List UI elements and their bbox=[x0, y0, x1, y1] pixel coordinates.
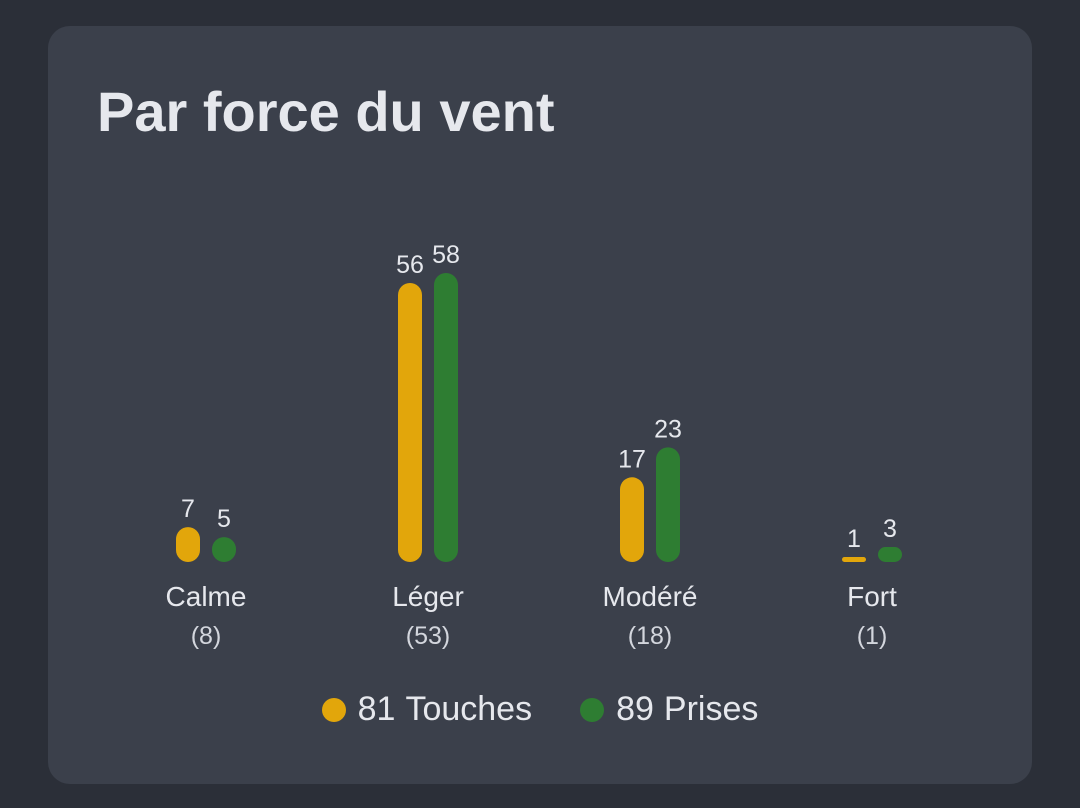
category-count-3: (1) bbox=[857, 622, 888, 650]
chart-card: Par force du vent 7 5 Calme (8) 56 58 Léger (53… bbox=[48, 26, 1032, 784]
bar-touches-3[interactable] bbox=[842, 557, 866, 562]
data-label-touches-0: 7 bbox=[181, 495, 195, 523]
legend-label-prises: Prises bbox=[663, 690, 759, 728]
data-label-prises-2: 23 bbox=[654, 415, 682, 443]
data-label-prises-1: 58 bbox=[432, 241, 460, 269]
legend-item-touches[interactable]: 81 Touches bbox=[321, 690, 533, 729]
data-label-touches-1: 56 bbox=[396, 251, 424, 279]
legend-dot-touches bbox=[321, 697, 346, 722]
legend-dot-prises bbox=[580, 697, 605, 722]
data-label-prises-3: 3 bbox=[883, 515, 897, 543]
chart-legend: 81 Touches 89 Prises bbox=[48, 690, 1032, 729]
legend-item-prises[interactable]: 89 Prises bbox=[580, 690, 758, 729]
category-label-1: Léger bbox=[392, 581, 464, 612]
bar-prises-3[interactable] bbox=[878, 547, 902, 562]
legend-label-touches: Touches bbox=[405, 690, 533, 728]
category-count-2: (18) bbox=[628, 622, 672, 650]
data-label-touches-2: 17 bbox=[618, 445, 646, 473]
legend-count-prises: 89 bbox=[616, 690, 654, 728]
data-label-prises-0: 5 bbox=[217, 505, 231, 533]
category-label-0: Calme bbox=[166, 581, 247, 612]
category-count-0: (8) bbox=[191, 622, 222, 650]
legend-count-touches: 81 bbox=[357, 690, 396, 728]
chart-title: Par force du vent bbox=[97, 80, 555, 143]
bar-prises-1[interactable] bbox=[434, 273, 458, 562]
data-label-touches-3: 1 bbox=[847, 525, 861, 553]
category-count-1: (53) bbox=[406, 622, 450, 650]
bar-touches-2[interactable] bbox=[620, 477, 644, 562]
category-label-3: Fort bbox=[847, 581, 897, 612]
bar-prises-2[interactable] bbox=[656, 447, 680, 562]
bar-chart: 7 5 Calme (8) 56 58 Léger (53) 17 23 Modéré (18) 1 3 F… bbox=[166, 241, 902, 650]
bar-touches-0[interactable] bbox=[176, 527, 200, 562]
bar-touches-1[interactable] bbox=[398, 282, 422, 562]
bar-prises-0[interactable] bbox=[212, 537, 236, 562]
category-label-2: Modéré bbox=[603, 581, 698, 612]
